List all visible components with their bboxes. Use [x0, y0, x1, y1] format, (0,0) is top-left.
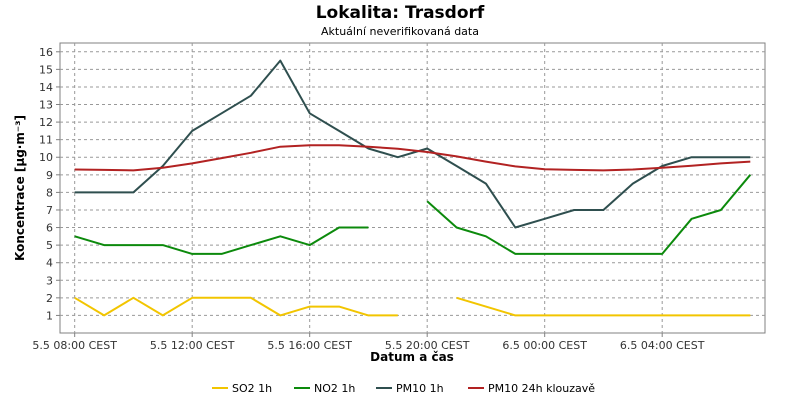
x-gridlines [74, 43, 663, 337]
y-tick-label: 9 [46, 169, 53, 182]
y-tick-label: 8 [46, 186, 53, 199]
series-line-pm10-24h-klouzav [74, 144, 751, 172]
legend-label: PM10 24h klouzavě [488, 382, 595, 395]
x-tick-label: 5.5 08:00 CEST [32, 339, 117, 352]
y-axis-label: Koncentrace [µg·m⁻³] [13, 115, 27, 261]
series-line-no2-1h [426, 174, 752, 255]
y-tick-label: 7 [46, 204, 53, 217]
y-tick-label: 5 [46, 239, 53, 252]
x-tick-label: 6.5 04:00 CEST [620, 339, 705, 352]
x-tick-label: 5.5 12:00 CEST [150, 339, 235, 352]
y-gridlines [56, 51, 765, 316]
x-tick-label: 5.5 20:00 CEST [385, 339, 470, 352]
y-tick-label: 13 [39, 99, 53, 112]
series-line-so2-1h [456, 296, 751, 317]
y-tick-label: 1 [46, 309, 53, 322]
series-line-no2-1h [74, 226, 369, 255]
y-tick-label: 6 [46, 222, 53, 235]
series-lines [74, 59, 752, 317]
chart-subtitle: Aktuální neverifikovaná data [321, 25, 479, 38]
legend-label: PM10 1h [396, 382, 444, 395]
plot-area [59, 42, 766, 334]
series-line-so2-1h [74, 296, 398, 317]
y-tick-label: 16 [39, 46, 53, 59]
y-tick-label: 14 [39, 81, 53, 94]
x-axis-label: Datum a čas [370, 350, 454, 364]
x-tick-label: 6.5 00:00 CEST [502, 339, 587, 352]
y-tick-label: 4 [46, 257, 53, 270]
legend: SO2 1h NO2 1h PM10 1h PM10 24h klouzavě [212, 382, 595, 395]
y-tick-label: 15 [39, 63, 53, 76]
x-tick-label: 5.5 16:00 CEST [267, 339, 352, 352]
y-tick-label: 10 [39, 151, 53, 164]
series-line-pm10-1h [74, 59, 751, 229]
y-tick-label: 11 [39, 134, 53, 147]
legend-label: SO2 1h [232, 382, 272, 395]
x-tick-labels: 5.5 08:00 CEST 5.5 12:00 CEST 5.5 16:00 CE… [32, 339, 704, 352]
legend-label: NO2 1h [314, 382, 355, 395]
chart-title: Lokalita: Trasdorf [316, 3, 485, 23]
y-tick-label: 3 [46, 274, 53, 287]
y-tick-label: 12 [39, 116, 53, 129]
y-tick-label: 2 [46, 292, 53, 305]
